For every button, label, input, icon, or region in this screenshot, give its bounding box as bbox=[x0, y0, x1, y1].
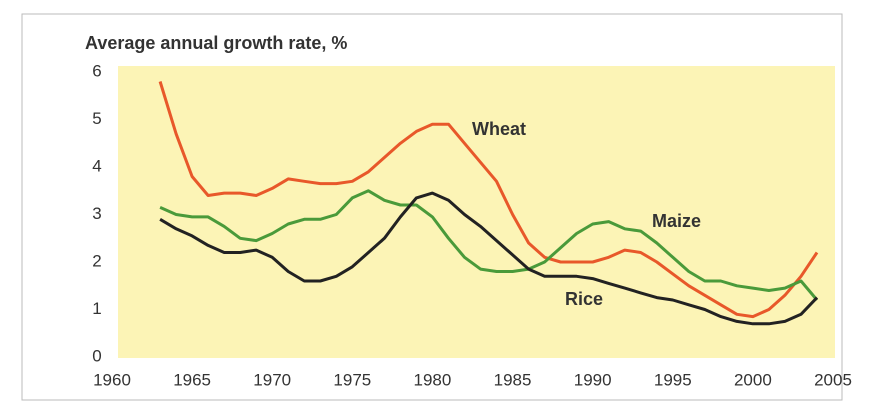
x-tick-label: 1990 bbox=[574, 370, 612, 389]
y-axis-label: Average annual growth rate, % bbox=[85, 33, 347, 53]
x-tick-label: 1965 bbox=[173, 370, 211, 389]
series-line bbox=[159, 189, 819, 301]
x-tick-label: 1975 bbox=[333, 370, 371, 389]
x-tick-label: 1960 bbox=[93, 370, 131, 389]
y-tick-label: 4 bbox=[92, 156, 101, 175]
series-label: Rice bbox=[565, 289, 603, 309]
y-tick-label: 3 bbox=[92, 204, 101, 223]
y-tick-label: 6 bbox=[92, 61, 101, 80]
x-tick-label: 1970 bbox=[253, 370, 291, 389]
y-tick-label: 5 bbox=[92, 109, 101, 128]
x-tick-label: 1985 bbox=[494, 370, 532, 389]
series-label: Wheat bbox=[472, 119, 526, 139]
series-label: Maize bbox=[652, 211, 701, 231]
x-tick-label: 1980 bbox=[414, 370, 452, 389]
x-tick-label: 2005 bbox=[814, 370, 852, 389]
plot-background bbox=[118, 66, 835, 358]
y-tick-label: 1 bbox=[92, 299, 101, 318]
series-line bbox=[159, 191, 819, 326]
x-tick-label: 1995 bbox=[654, 370, 692, 389]
series-line bbox=[158, 81, 819, 319]
y-tick-label: 2 bbox=[92, 251, 101, 270]
x-tick-label: 2000 bbox=[734, 370, 772, 389]
y-tick-label: 0 bbox=[92, 346, 101, 365]
